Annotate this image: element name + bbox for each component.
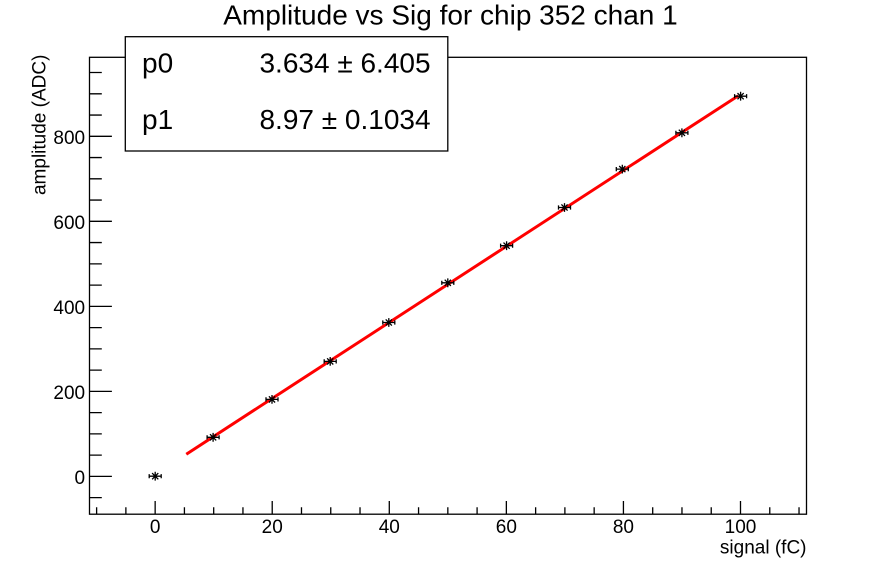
svg-text:3.634 ± 6.405: 3.634 ± 6.405 [259,48,430,79]
svg-text:400: 400 [53,298,85,319]
svg-text:600: 600 [53,213,85,234]
svg-text:20: 20 [262,517,283,538]
svg-text:40: 40 [379,517,400,538]
svg-text:0: 0 [75,468,86,489]
svg-text:signal (fC): signal (fC) [720,538,807,559]
svg-text:60: 60 [496,517,517,538]
svg-text:p0: p0 [142,48,173,79]
svg-text:200: 200 [53,383,85,404]
svg-text:0: 0 [150,517,161,538]
svg-text:800: 800 [53,128,85,149]
svg-text:Amplitude vs Sig for chip 352: Amplitude vs Sig for chip 352 chan 1 [223,0,677,31]
svg-text:amplitude (ADC): amplitude (ADC) [29,55,50,195]
svg-text:80: 80 [613,517,634,538]
svg-text:p1: p1 [142,104,173,135]
svg-text:100: 100 [725,517,757,538]
svg-text:8.97 ± 0.1034: 8.97 ± 0.1034 [259,104,430,135]
